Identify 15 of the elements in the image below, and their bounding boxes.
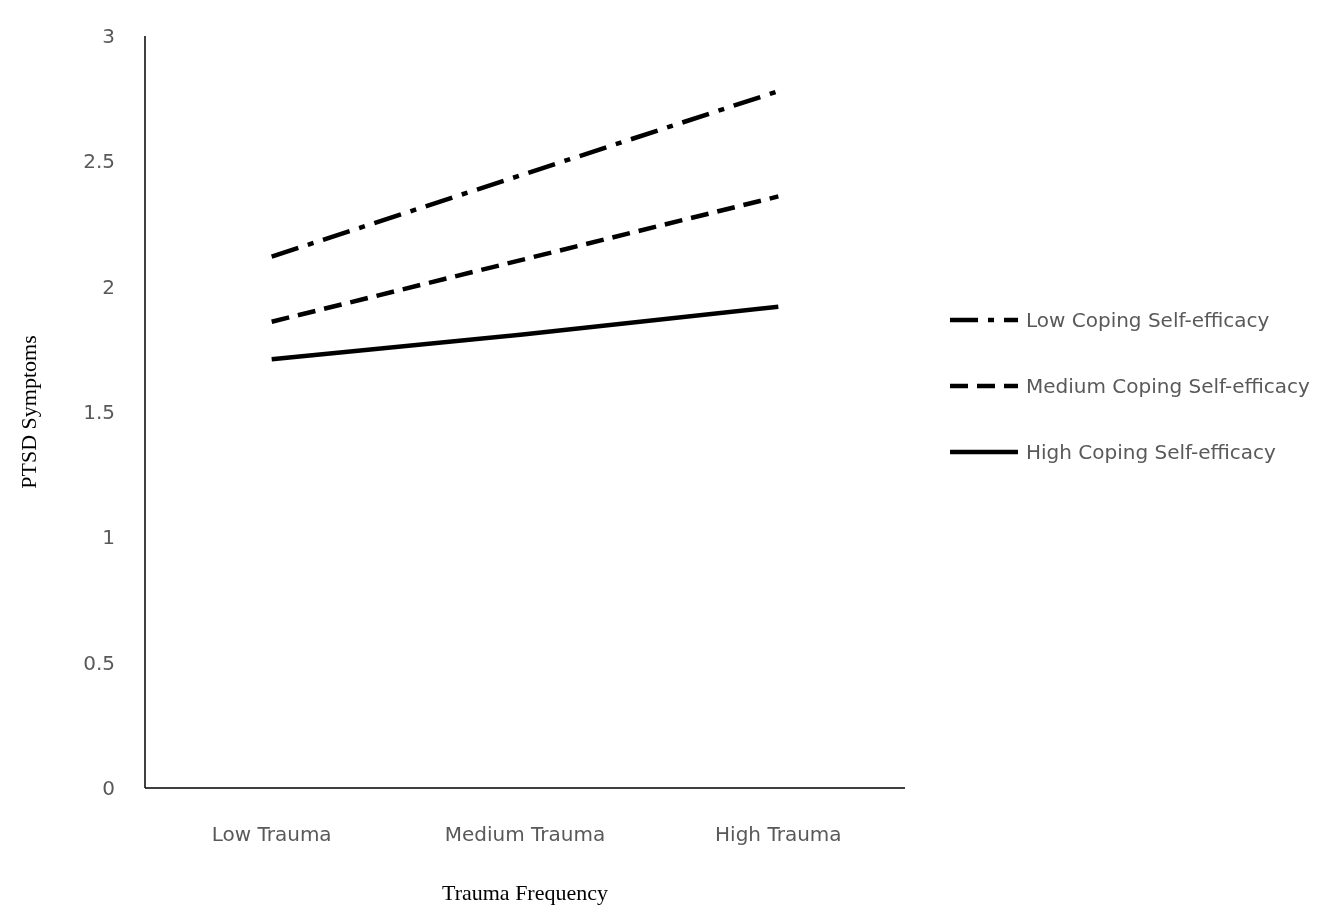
- y-tick-label: 0: [102, 776, 115, 800]
- y-tick-label: 2.5: [83, 149, 115, 174]
- y-tick-label: 1.5: [83, 400, 115, 424]
- y-tick-label: 3: [102, 24, 115, 48]
- y-tick-label: 1: [102, 525, 115, 550]
- x-tick-label: Medium Trauma: [444, 822, 606, 846]
- y-tick-label: 2: [102, 274, 115, 299]
- y-axis-title: PTSD Symptoms: [15, 335, 41, 489]
- y-tick-label: 0.5: [83, 650, 115, 675]
- legend-label: Low Coping Self-efficacy: [1026, 308, 1270, 332]
- x-tick-label: High Trauma: [715, 822, 842, 846]
- x-axis-title: Trauma Frequency: [442, 880, 608, 905]
- legend-label: Medium Coping Self-efficacy: [1026, 374, 1311, 398]
- x-tick-label: Low Trauma: [211, 822, 332, 846]
- legend-label: High Coping Self-efficacy: [1026, 440, 1277, 464]
